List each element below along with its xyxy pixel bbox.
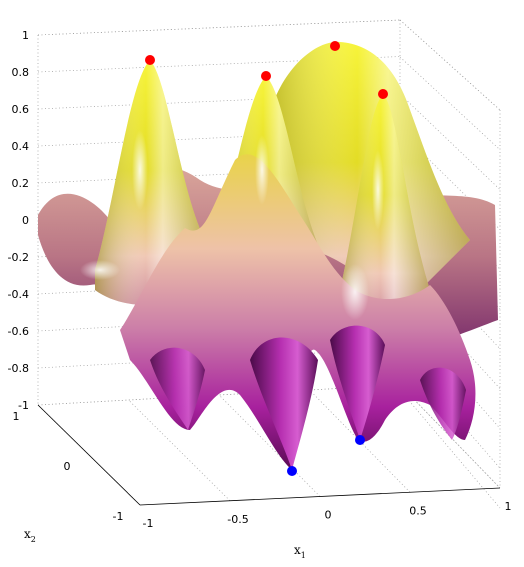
surface-well-right [330, 325, 385, 440]
z-tick-label: -0.4 [8, 288, 29, 301]
axis-lines [37, 404, 501, 506]
z-tick-label: -0.2 [8, 251, 29, 264]
y-tick-labels: -1 0 1 [13, 410, 124, 523]
maximum-marker [261, 71, 271, 81]
maximum-marker [145, 55, 155, 65]
z-tick-label: 0.8 [12, 66, 30, 79]
extrema-markers [145, 41, 388, 476]
maximum-marker [330, 41, 340, 51]
surface-well-left [150, 347, 205, 430]
minimum-marker [287, 466, 297, 476]
x-tick-label: -1 [143, 517, 154, 530]
x-tick-label: 0.5 [409, 504, 427, 517]
x-axis-label: x1 [294, 543, 306, 560]
x-tick-label: 1 [505, 500, 512, 513]
z-tick-label: 0.2 [12, 177, 30, 190]
z-tick-label: 0.4 [12, 140, 30, 153]
z-tick-label: -0.6 [8, 325, 29, 338]
z-tick-label: 0 [22, 214, 29, 227]
surface [38, 41, 498, 470]
z-tick-label: -0.8 [8, 362, 29, 375]
x-tick-label: -0.5 [227, 513, 248, 526]
z-tick-label: 1 [22, 29, 29, 42]
z-tick-label: -1 [18, 399, 29, 412]
y-tick-label: 0 [64, 460, 71, 473]
y-tick-label: 1 [13, 410, 20, 423]
x-tick-label: 0 [325, 509, 332, 522]
z-tick-labels: 1 0.8 0.6 0.4 0.2 0 -0.2 -0.4 -0.6 -0.8 -1 [8, 29, 29, 412]
x-tick-labels: -1 -0.5 0 0.5 1 [143, 500, 512, 530]
y-tick-label: -1 [113, 510, 124, 523]
z-tick-label: 0.6 [12, 103, 30, 116]
maximum-marker [378, 89, 388, 99]
surface-well-center [250, 337, 318, 470]
surface-front-region [120, 154, 476, 470]
y-axis-label: x2 [24, 527, 36, 544]
surface-well-far-right [420, 367, 466, 440]
minimum-marker [355, 435, 365, 445]
